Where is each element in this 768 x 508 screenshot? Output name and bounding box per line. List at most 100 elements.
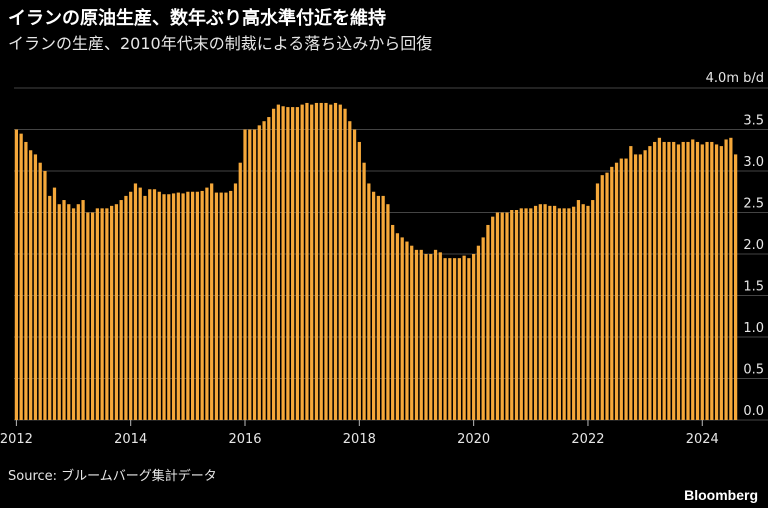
- bar: [57, 204, 61, 420]
- bar: [305, 102, 309, 420]
- bar: [524, 208, 528, 420]
- bar: [538, 204, 542, 420]
- bar: [276, 104, 280, 420]
- bar: [657, 137, 662, 421]
- bar: [271, 108, 276, 420]
- bar: [157, 191, 161, 420]
- bar: [86, 212, 90, 420]
- bar: [38, 162, 42, 420]
- bar: [705, 141, 709, 420]
- bar: [386, 204, 390, 420]
- bar: [124, 195, 128, 420]
- bar: [605, 172, 609, 420]
- bar: [438, 252, 442, 420]
- bar: [581, 204, 585, 420]
- bar: [114, 204, 119, 420]
- bar: [19, 133, 23, 420]
- bar: [414, 249, 419, 420]
- bar: [90, 212, 95, 420]
- bar: [391, 224, 395, 420]
- x-tick-label: 2014: [114, 432, 147, 447]
- bar: [233, 183, 238, 420]
- bar: [248, 129, 252, 420]
- bar: [376, 195, 380, 420]
- bar: [676, 144, 681, 420]
- bar: [467, 258, 471, 420]
- bar: [143, 195, 147, 420]
- bar: [624, 158, 628, 421]
- bar: [429, 254, 433, 420]
- bar: [200, 190, 204, 420]
- bar: [195, 191, 199, 420]
- bar: [491, 216, 495, 420]
- bar: [252, 129, 257, 420]
- bar: [291, 107, 295, 420]
- x-tick-label: 2022: [571, 432, 604, 447]
- bar: [105, 208, 109, 420]
- bar: [724, 139, 728, 420]
- bar: [576, 200, 581, 420]
- bar: [410, 245, 414, 420]
- bar: [333, 102, 338, 420]
- bar: [667, 141, 671, 420]
- y-tick-label: 0.0: [743, 404, 764, 419]
- bar: [610, 166, 614, 420]
- y-tick-label: 3.0: [743, 155, 764, 170]
- bar: [310, 104, 314, 420]
- bar: [367, 183, 371, 420]
- bar: [476, 245, 481, 420]
- bar: [214, 192, 219, 420]
- bar: [243, 129, 247, 420]
- bar: [572, 206, 576, 420]
- x-tick-label: 2020: [457, 432, 490, 447]
- bar: [33, 154, 38, 420]
- bar: [643, 150, 647, 420]
- bar: [510, 210, 514, 420]
- chart-title: イランの原油生産、数年ぶり高水準付近を維持: [8, 8, 386, 29]
- bar: [472, 254, 476, 420]
- bar: [129, 191, 133, 420]
- bar: [481, 237, 485, 420]
- bar: [729, 137, 733, 421]
- bar: [419, 249, 423, 420]
- bar: [405, 241, 409, 420]
- bar: [81, 200, 85, 420]
- bar: [543, 204, 547, 420]
- bar: [205, 187, 209, 420]
- bar: [381, 195, 385, 420]
- bar: [29, 150, 33, 420]
- bar: [633, 154, 638, 420]
- x-tick-label: 2012: [0, 432, 33, 447]
- bar: [62, 200, 66, 420]
- bar: [343, 108, 347, 420]
- bar: [500, 212, 504, 420]
- bar: [186, 191, 190, 420]
- bar: [553, 205, 557, 420]
- bar: [138, 187, 142, 420]
- bar: [210, 183, 214, 420]
- bar: [286, 107, 290, 420]
- bar: [24, 141, 28, 420]
- bar: [653, 141, 657, 420]
- bar: [695, 141, 700, 420]
- bar: [110, 205, 114, 420]
- bar: [734, 154, 738, 420]
- bar: [100, 208, 104, 420]
- bar: [691, 139, 695, 420]
- bar: [719, 146, 723, 420]
- bar: [372, 191, 376, 420]
- brand-logo-text: Bloomberg: [684, 487, 758, 503]
- bar: [586, 205, 590, 420]
- bar: [119, 200, 123, 420]
- bar: [462, 255, 466, 420]
- bar: [443, 258, 447, 420]
- bar: [505, 212, 509, 420]
- bar: [591, 200, 595, 420]
- bar: [629, 146, 633, 420]
- bar: [567, 208, 571, 420]
- bar: [681, 141, 685, 420]
- bar: [219, 192, 223, 420]
- bar: [319, 102, 323, 420]
- bar: [395, 233, 400, 420]
